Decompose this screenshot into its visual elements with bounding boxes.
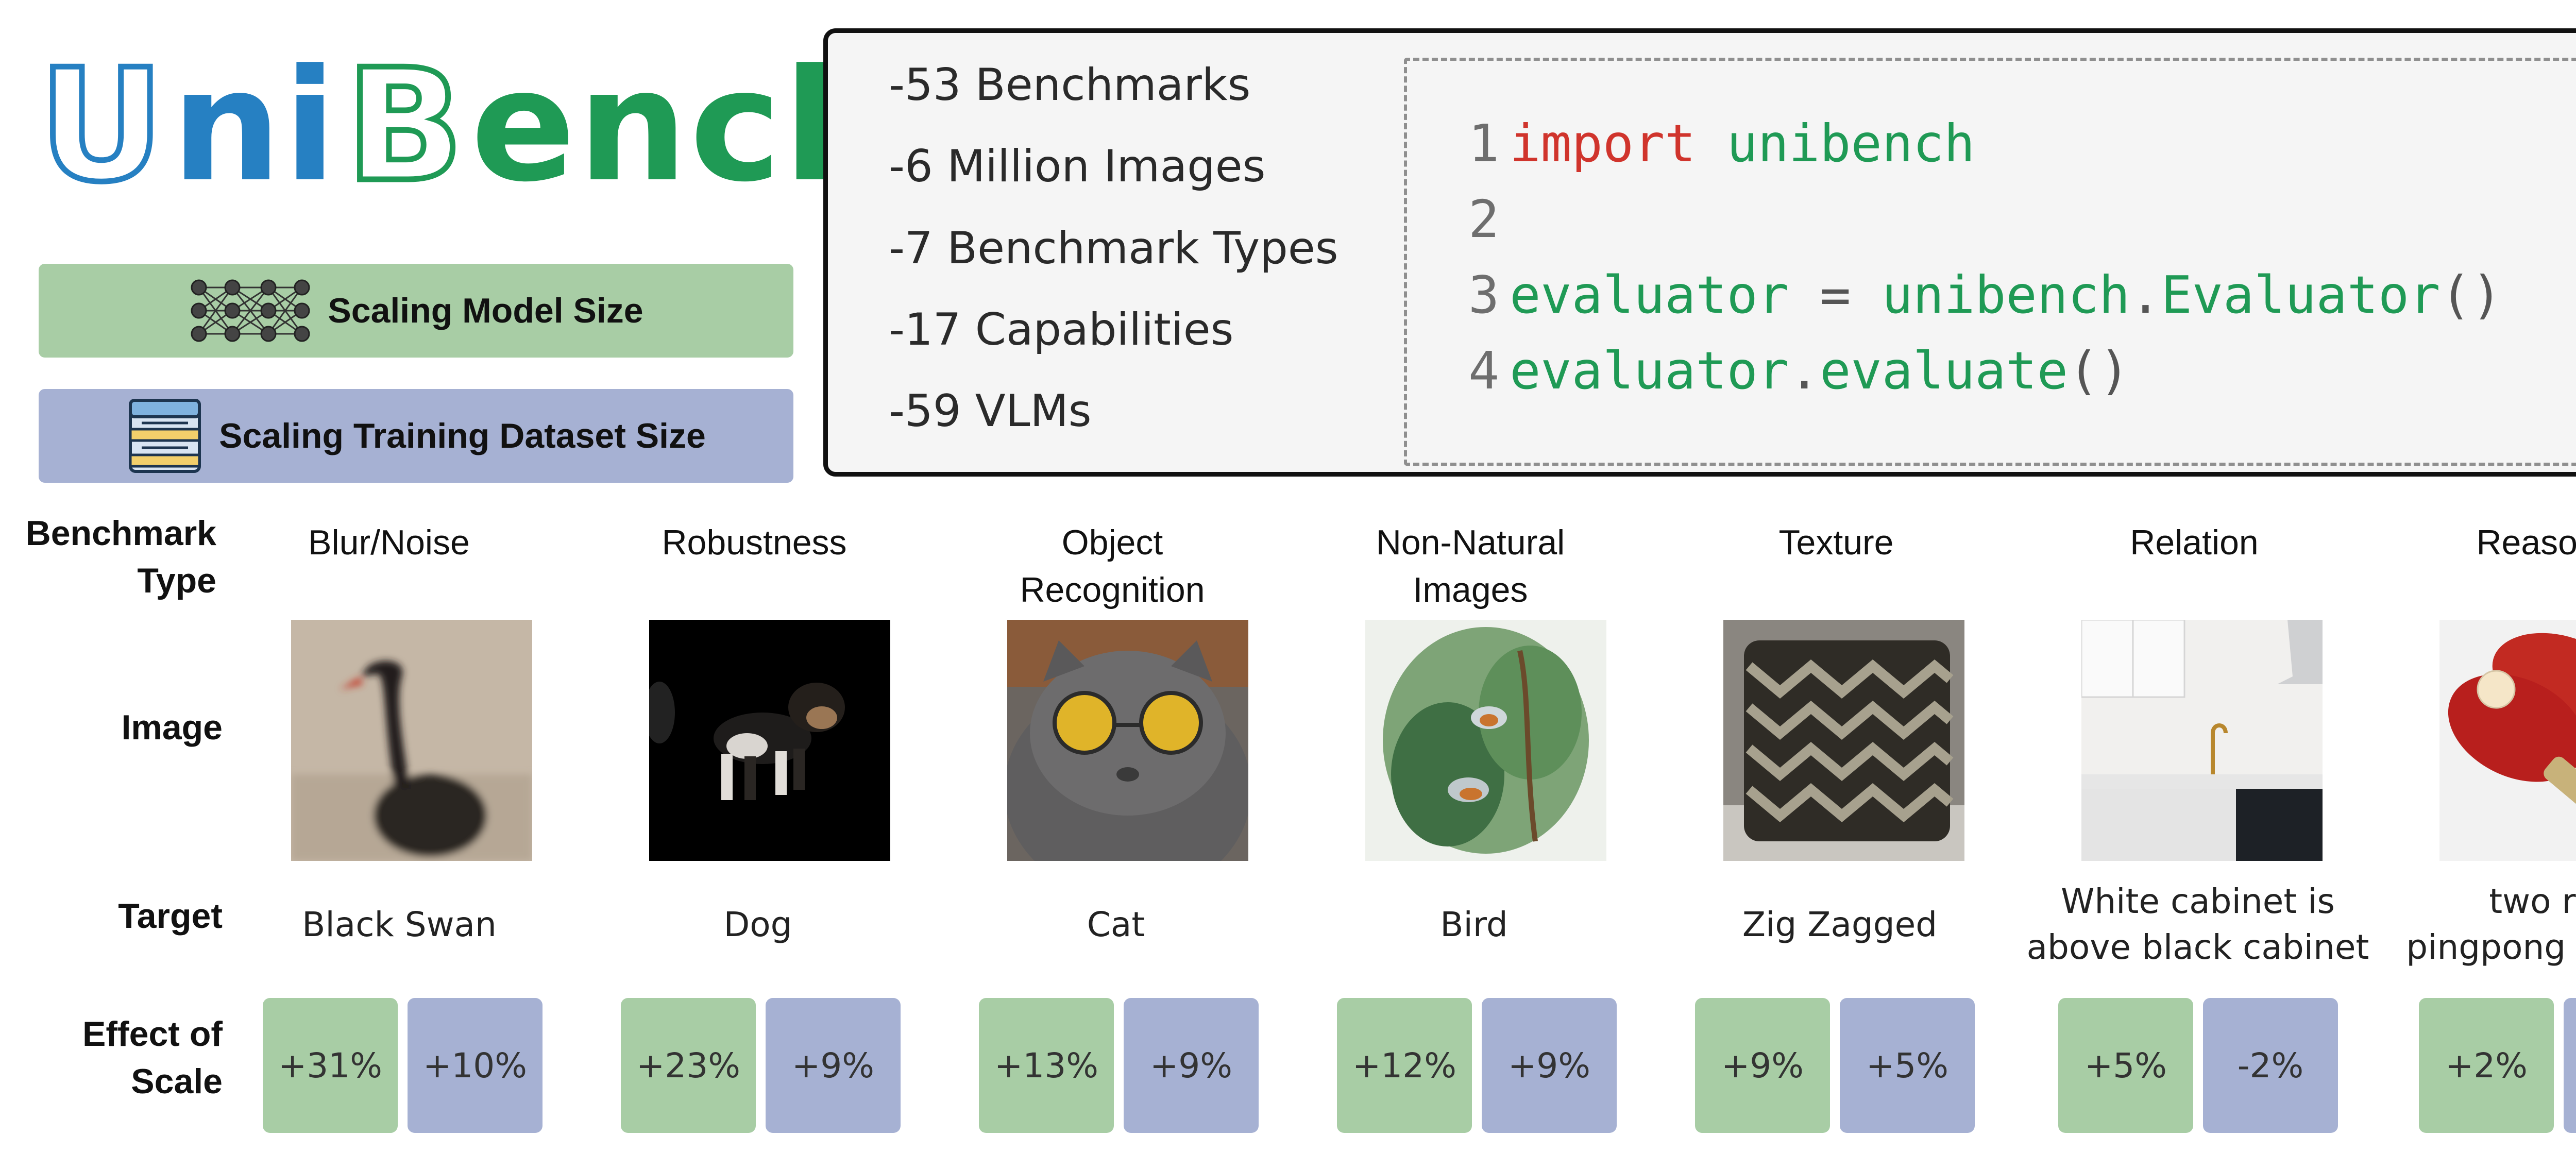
parens: () — [2067, 341, 2130, 401]
line-number: 4 — [1468, 341, 1500, 401]
unibench-logo: U ni B ench — [36, 36, 894, 216]
image-kitchen-cabinets — [2081, 620, 2323, 861]
variable-evaluator: evaluator — [1510, 265, 1789, 325]
target-zig-zagged: Zig Zagged — [1742, 905, 1938, 944]
module-name: unibench — [1882, 265, 2130, 325]
effect-model-reasoning: +2% — [2419, 998, 2554, 1133]
effect-model-blur-noise: +31% — [263, 998, 398, 1133]
effect-data-robustness: +9% — [766, 998, 901, 1133]
image-black-swan — [291, 620, 532, 861]
target-black-swan: Black Swan — [302, 905, 497, 944]
target-pingpong-rackets: two red pingpong rackets — [2406, 882, 2576, 968]
target-cabinet-relation: White cabinet is above black cabinet — [2026, 882, 2369, 968]
class-evaluator: Evaluator — [2161, 265, 2441, 325]
keyword-import: import — [1510, 113, 1696, 174]
target-dog: Dog — [723, 905, 792, 944]
image-zigzag-pillow — [1723, 620, 1964, 861]
column-header-object-recognition: Object Recognition — [1020, 523, 1205, 609]
dot: . — [2130, 265, 2161, 325]
image-cat — [1007, 620, 1248, 861]
code-line-4: 4 evaluator.evaluate() — [1468, 341, 2130, 401]
effect-data-blur-noise: +10% — [408, 998, 543, 1133]
logo-text-ench: ench — [470, 36, 896, 216]
stats-code-panel — [823, 28, 2576, 477]
image-pingpong-rackets — [2439, 620, 2576, 861]
line-number: 3 — [1468, 265, 1500, 325]
code-line-3: 3 evaluator = unibench.Evaluator() — [1468, 265, 2502, 325]
effect-data-reasoning: +0.4% — [2564, 998, 2576, 1133]
row-label-effect-of-scale: Effect of Scale — [82, 1014, 223, 1101]
assign-operator: = — [1820, 265, 1851, 325]
effect-model-texture: +9% — [1695, 998, 1830, 1133]
image-birds-painting — [1365, 620, 1606, 861]
variable-evaluator: evaluator — [1510, 341, 1789, 401]
legend-dataset-size: Scaling Training Dataset Size — [39, 389, 793, 483]
code-snippet — [1404, 58, 2576, 466]
stat-vlms: -59 VLMs — [889, 385, 1092, 437]
method-evaluate: evaluate — [1820, 341, 2068, 401]
column-header-texture: Texture — [1778, 523, 1894, 562]
legend-model-size: Scaling Model Size — [39, 264, 793, 358]
effect-data-object-recognition: +9% — [1124, 998, 1259, 1133]
module-name: unibench — [1726, 113, 1975, 174]
stat-benchmarks: -53 Benchmarks — [889, 59, 1251, 111]
row-label-target: Target — [118, 896, 223, 936]
stat-capabilities: -17 Capabilities — [889, 304, 1234, 355]
effect-data-texture: +5% — [1840, 998, 1975, 1133]
effect-model-object-recognition: +13% — [979, 998, 1114, 1133]
effect-data-non-natural-images: +9% — [1482, 998, 1617, 1133]
legend-dataset-size-label: Scaling Training Dataset Size — [219, 416, 706, 455]
effect-model-non-natural-images: +12% — [1337, 998, 1472, 1133]
column-header-relation: Relation — [2130, 523, 2259, 562]
logo-letter-u: U — [36, 36, 167, 216]
neural-network-icon — [191, 279, 310, 342]
effect-model-robustness: +23% — [621, 998, 756, 1133]
column-header-reasoning: Reasoning — [2476, 523, 2576, 562]
target-bird: Bird — [1440, 905, 1508, 944]
logo-text-ni: ni — [171, 36, 339, 216]
image-dog — [649, 620, 890, 861]
logo-letter-b: B — [343, 36, 467, 216]
column-header-non-natural-images: Non-Natural Images — [1376, 523, 1565, 609]
row-label-image: Image — [121, 708, 223, 747]
dot: . — [1789, 341, 1820, 401]
code-line-1: 1 import unibench — [1468, 113, 1975, 174]
column-header-robustness: Robustness — [662, 523, 847, 562]
code-line-2: 2 — [1468, 189, 1510, 249]
line-number: 2 — [1468, 189, 1500, 249]
effect-data-relation: -2% — [2203, 998, 2338, 1133]
stat-benchmark-types: -7 Benchmark Types — [889, 223, 1338, 274]
row-label-benchmark-type: Benchmark Type — [25, 514, 216, 600]
column-header-blur-noise: Blur/Noise — [308, 523, 470, 562]
legend-model-size-label: Scaling Model Size — [328, 291, 643, 330]
target-cat: Cat — [1087, 905, 1145, 944]
stat-images: -6 Million Images — [889, 141, 1266, 192]
effect-model-relation: +5% — [2058, 998, 2193, 1133]
dataset-icon — [129, 399, 201, 473]
parens: () — [2440, 265, 2502, 325]
line-number: 1 — [1468, 113, 1500, 174]
